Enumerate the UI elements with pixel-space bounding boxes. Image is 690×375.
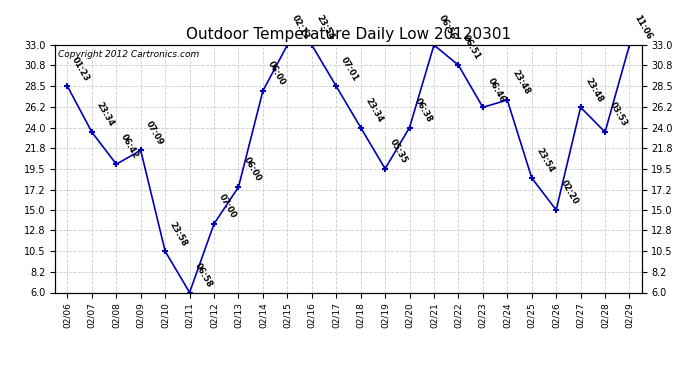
Text: 07:09: 07:09 [144, 119, 165, 147]
Text: Copyright 2012 Cartronics.com: Copyright 2012 Cartronics.com [58, 50, 199, 59]
Text: 06:56: 06:56 [437, 13, 458, 41]
Text: 07:01: 07:01 [339, 55, 360, 82]
Text: 23:48: 23:48 [584, 76, 604, 104]
Text: 02:13: 02:13 [290, 14, 311, 41]
Text: 06:51: 06:51 [462, 34, 482, 62]
Text: 06:38: 06:38 [413, 96, 433, 124]
Text: 23:58: 23:58 [168, 220, 189, 248]
Text: 11:06: 11:06 [633, 13, 653, 41]
Text: 06:58: 06:58 [193, 261, 214, 289]
Text: 06:00: 06:00 [266, 60, 287, 87]
Text: 03:53: 03:53 [608, 101, 629, 128]
Text: 02:20: 02:20 [559, 179, 580, 206]
Text: 23:34: 23:34 [95, 101, 116, 128]
Text: 06:46: 06:46 [486, 76, 507, 104]
Text: 07:00: 07:00 [217, 193, 238, 220]
Text: 23:54: 23:54 [315, 13, 336, 41]
Text: 23:34: 23:34 [364, 96, 385, 124]
Text: 06:42: 06:42 [119, 133, 140, 160]
Text: 23:48: 23:48 [510, 69, 531, 96]
Text: 01:23: 01:23 [70, 55, 92, 82]
Title: Outdoor Temperature Daily Low 20120301: Outdoor Temperature Daily Low 20120301 [186, 27, 511, 42]
Text: 05:35: 05:35 [388, 138, 409, 165]
Text: 06:00: 06:00 [241, 156, 262, 183]
Text: 23:54: 23:54 [535, 147, 556, 174]
